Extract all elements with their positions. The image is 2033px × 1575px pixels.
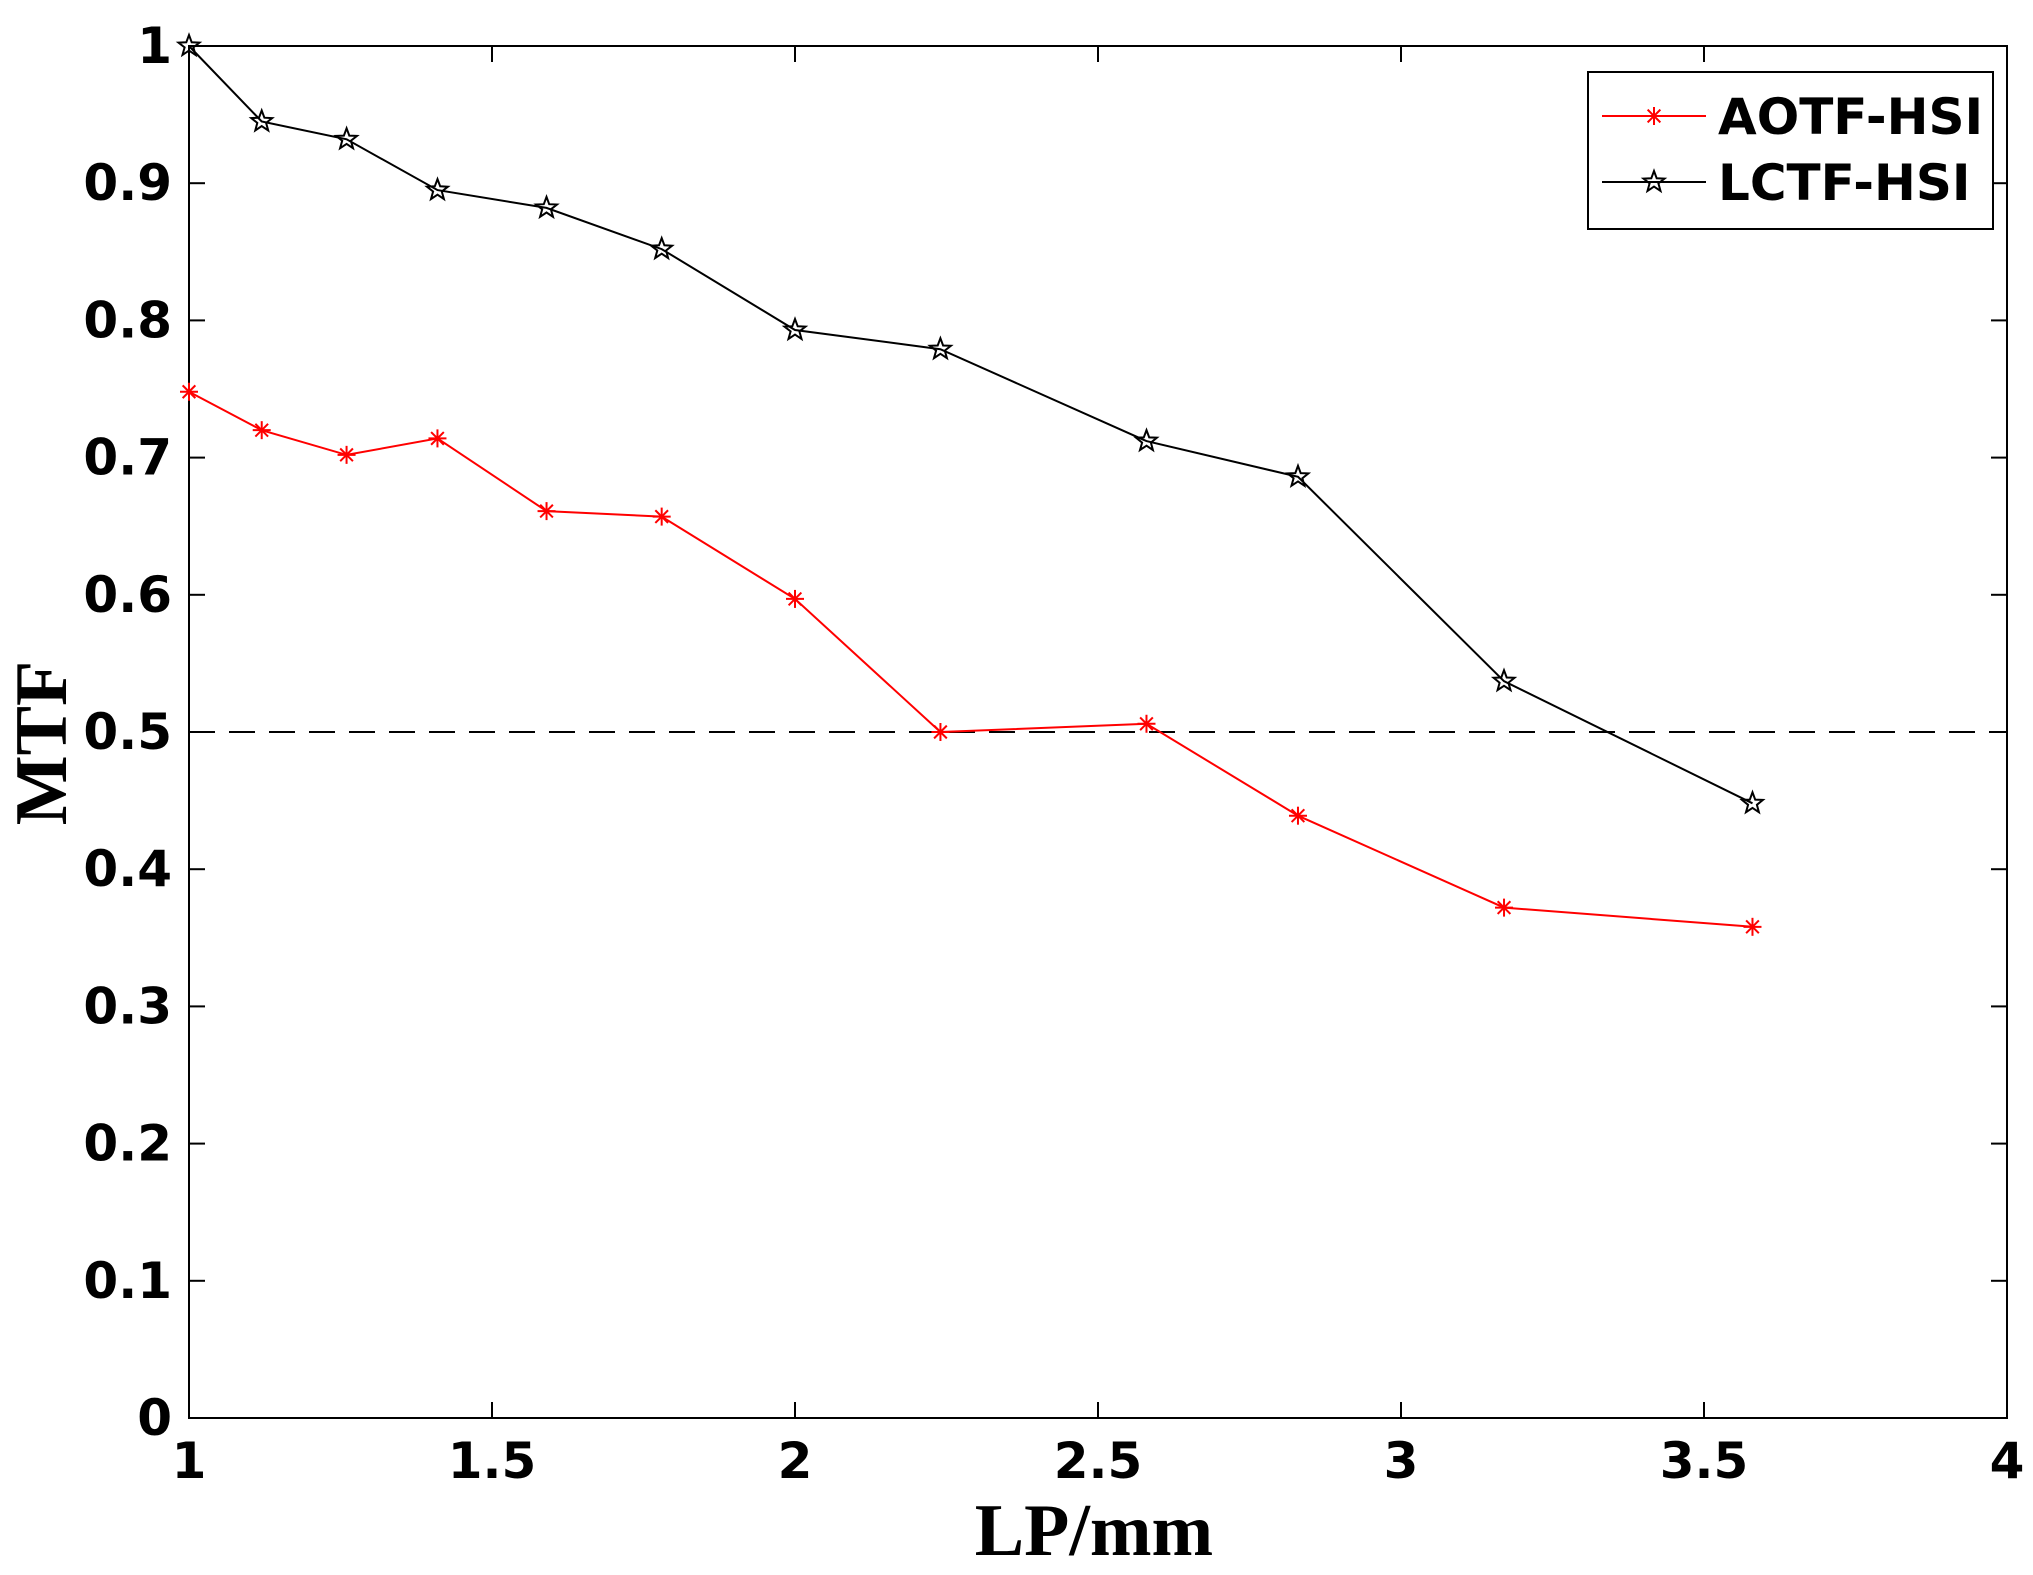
data-point-lctf-hsi xyxy=(1133,427,1160,453)
y-tick-label: 0.6 xyxy=(83,566,172,624)
y-tick-label: 0.3 xyxy=(83,977,172,1035)
legend-box xyxy=(1587,71,1994,230)
asterisk-stroke xyxy=(539,504,554,519)
series-aotf-hsi xyxy=(180,382,1762,936)
y-tick-label: 0.8 xyxy=(83,291,172,349)
data-point-lctf-hsi xyxy=(1490,667,1518,693)
data-point-aotf-hsi xyxy=(180,382,198,401)
data-point-lctf-hsi xyxy=(333,125,360,151)
x-tick-label: 2.5 xyxy=(1054,1432,1143,1490)
asterisk-stroke xyxy=(430,431,445,446)
asterisk-stroke xyxy=(654,509,669,524)
x-axis-title: LP/mm xyxy=(975,1490,1213,1572)
asterisk-stroke xyxy=(1745,919,1760,934)
y-tick-label: 1 xyxy=(137,17,172,75)
y-axis-ticks: 0 0.1 0.2 0.3 0.4 0.5 0.6 0.7 0.8 0.9 1 xyxy=(83,17,2007,1447)
y-tick-label: 0.1 xyxy=(83,1252,172,1310)
legend-label-lctf-hsi: LCTF-HSI xyxy=(1718,154,1971,212)
data-point-lctf-hsi xyxy=(424,176,451,202)
x-tick-label: 4 xyxy=(1990,1432,2025,1490)
y-tick-label: 0.2 xyxy=(83,1115,172,1173)
data-point-lctf-hsi xyxy=(1284,462,1312,489)
asterisk-stroke xyxy=(1290,808,1306,823)
data-point-lctf-hsi xyxy=(927,335,954,361)
legend: AOTF-HSI LCTF-HSI xyxy=(1587,71,1994,230)
asterisk-stroke xyxy=(254,423,269,438)
asterisk-stroke xyxy=(933,724,948,740)
data-point-lctf-hsi xyxy=(781,316,809,342)
legend-label-aotf-hsi: AOTF-HSI xyxy=(1718,88,1983,146)
asterisk-stroke xyxy=(787,591,803,606)
x-axis-ticks: 1 1.5 2 2.5 3 3.5 4 xyxy=(172,46,2025,1490)
y-tick-label: 0.5 xyxy=(83,703,172,761)
asterisk-stroke xyxy=(181,384,197,399)
data-point-aotf-hsi xyxy=(931,723,950,741)
data-point-aotf-hsi xyxy=(1743,917,1762,936)
data-point-aotf-hsi xyxy=(1137,714,1156,733)
asterisk-stroke xyxy=(1139,716,1154,731)
x-tick-label: 3.5 xyxy=(1660,1432,1749,1490)
series-line-lctf-hsi xyxy=(188,45,1753,805)
data-point-aotf-hsi xyxy=(252,421,271,440)
y-axis-title: MTF xyxy=(1,661,83,825)
x-tick-label: 1 xyxy=(172,1432,207,1490)
data-point-aotf-hsi xyxy=(652,507,671,526)
data-point-lctf-hsi xyxy=(533,194,560,220)
data-point-lctf-hsi xyxy=(648,235,675,261)
data-point-aotf-hsi xyxy=(786,589,804,608)
data-point-aotf-hsi xyxy=(428,429,447,448)
data-point-aotf-hsi xyxy=(337,445,356,464)
data-point-lctf-hsi xyxy=(248,107,275,133)
legend-marker-aotf-hsi xyxy=(1645,107,1663,125)
data-point-aotf-hsi xyxy=(1495,898,1514,917)
asterisk-stroke xyxy=(339,447,354,462)
series-line-aotf-hsi xyxy=(188,390,1753,928)
y-tick-label: 0.9 xyxy=(83,154,172,212)
asterisk-stroke xyxy=(1646,108,1662,124)
x-tick-label: 3 xyxy=(1384,1432,1419,1490)
x-tick-label: 1.5 xyxy=(448,1432,537,1490)
data-point-lctf-hsi xyxy=(1739,789,1766,815)
data-point-lctf-hsi xyxy=(175,32,203,58)
data-point-aotf-hsi xyxy=(537,502,556,521)
series-layer xyxy=(175,32,2007,936)
y-tick-label: 0 xyxy=(137,1389,172,1447)
x-tick-label: 2 xyxy=(778,1432,813,1490)
asterisk-stroke xyxy=(1496,900,1512,915)
y-tick-label: 0.7 xyxy=(83,429,172,487)
data-point-aotf-hsi xyxy=(1288,806,1307,825)
legend-marker-lctf-hsi xyxy=(1640,168,1668,194)
series-lctf-hsi xyxy=(175,32,1766,815)
y-tick-label: 0.4 xyxy=(83,840,172,898)
